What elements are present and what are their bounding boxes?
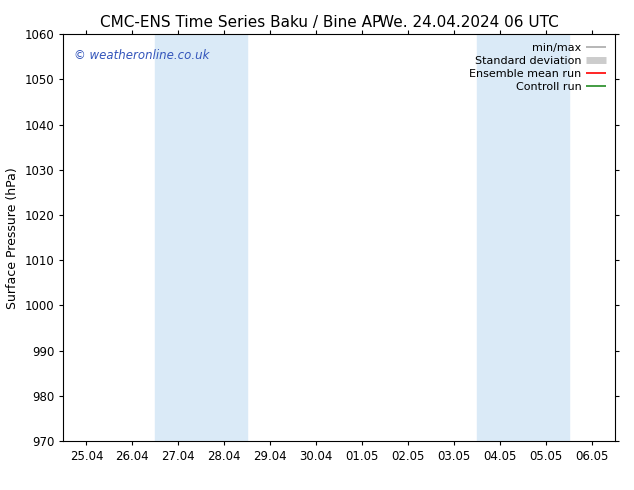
Text: CMC-ENS Time Series Baku / Bine AP: CMC-ENS Time Series Baku / Bine AP <box>100 15 382 30</box>
Bar <box>477 34 569 441</box>
Text: We. 24.04.2024 06 UTC: We. 24.04.2024 06 UTC <box>379 15 559 30</box>
Text: © weatheronline.co.uk: © weatheronline.co.uk <box>74 49 210 62</box>
Legend: min/max, Standard deviation, Ensemble mean run, Controll run: min/max, Standard deviation, Ensemble me… <box>466 40 609 95</box>
Bar <box>155 34 247 441</box>
Y-axis label: Surface Pressure (hPa): Surface Pressure (hPa) <box>6 167 19 309</box>
